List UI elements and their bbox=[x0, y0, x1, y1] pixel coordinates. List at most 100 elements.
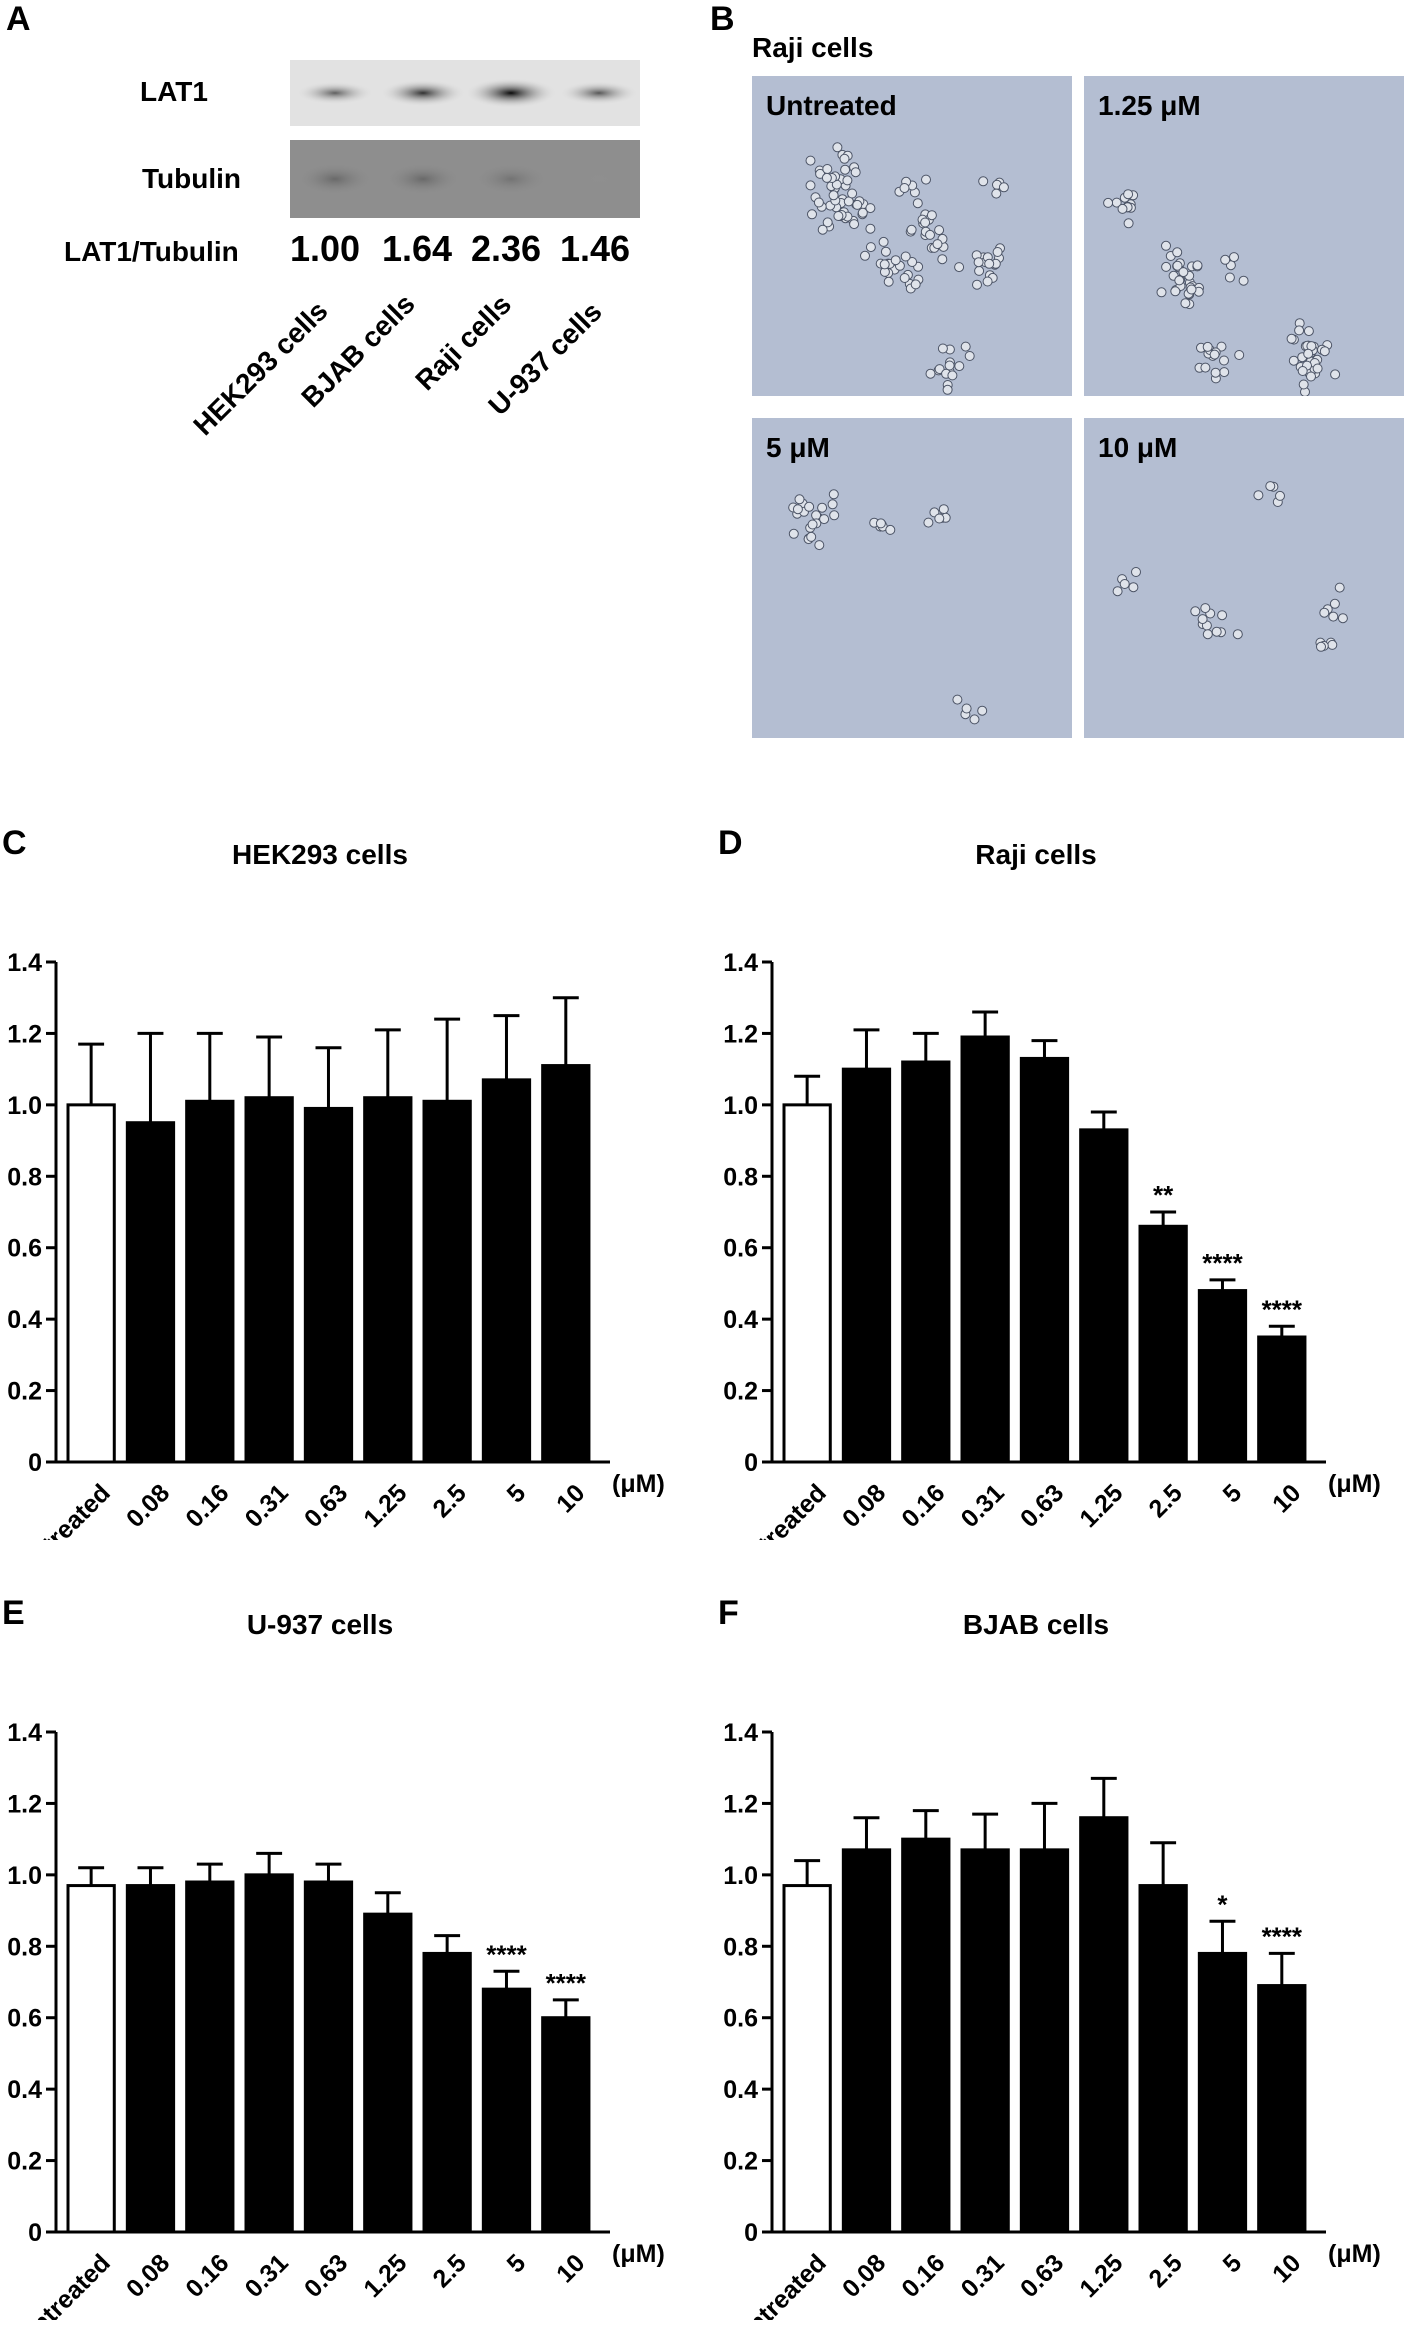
cell bbox=[794, 494, 805, 505]
bar-untreated bbox=[782, 1103, 832, 1464]
x-tick-label: 0.63 bbox=[1015, 1479, 1069, 1533]
micro-5: 5 μM bbox=[752, 418, 1072, 738]
chart-e: E U-937 cells 0 0.2 0.4 0.6 0.8 1.0 1.2 1.4 untrea… bbox=[0, 1590, 700, 2325]
bar-0.16 bbox=[185, 1880, 235, 2234]
x-unit-label: (μM) bbox=[1328, 1470, 1381, 1498]
cell bbox=[964, 351, 975, 361]
panel-letter-b: B bbox=[710, 0, 735, 38]
cell bbox=[792, 504, 803, 515]
bar-10 bbox=[1257, 1335, 1307, 1464]
chart-e-svg: E U-937 cells 0 0.2 0.4 0.6 0.8 1.0 1.2 1.4 untrea… bbox=[2, 1594, 665, 2325]
micro-label-untreated: Untreated bbox=[766, 90, 897, 121]
cell bbox=[944, 360, 955, 371]
y-tick-label: 0.6 bbox=[723, 1235, 758, 1263]
chart-title: HEK293 cells bbox=[232, 839, 408, 870]
cell bbox=[1303, 348, 1314, 359]
cell bbox=[828, 190, 839, 201]
cell bbox=[1103, 197, 1114, 208]
cell bbox=[807, 519, 818, 530]
cell bbox=[1200, 362, 1211, 373]
x-tick-label: 5 bbox=[1218, 1479, 1248, 1509]
y-tick-label: 0 bbox=[744, 2219, 758, 2247]
lat1-band-1 bbox=[380, 79, 466, 107]
x-tick-label: 10 bbox=[551, 2249, 590, 2288]
cell bbox=[865, 203, 876, 214]
bar-10 bbox=[541, 2016, 591, 2234]
cell bbox=[1286, 333, 1297, 344]
cell bbox=[969, 714, 980, 725]
cell bbox=[1232, 629, 1243, 640]
cell bbox=[822, 164, 833, 174]
bar-untreated bbox=[66, 1884, 116, 2234]
cell bbox=[813, 197, 824, 208]
micro-background bbox=[1084, 76, 1404, 396]
cell bbox=[806, 531, 817, 542]
cell bbox=[1202, 341, 1213, 352]
cell bbox=[926, 210, 937, 221]
cell bbox=[925, 229, 935, 240]
cell bbox=[1224, 272, 1235, 283]
y-tick-label: 1.4 bbox=[723, 949, 758, 977]
cell bbox=[1312, 363, 1323, 374]
chart-f: F BJAB cells 0 0.2 0.4 0.6 0.8 1.0 1.2 1.4 untreat… bbox=[716, 1590, 1416, 2325]
y-tick-label: 0.2 bbox=[7, 2148, 42, 2176]
x-tick-label: untreated bbox=[731, 1479, 831, 1540]
micro-image-10 bbox=[1084, 418, 1404, 738]
bar-5 bbox=[481, 1987, 532, 2234]
cell bbox=[1275, 490, 1285, 501]
lat1-band-3 bbox=[559, 81, 639, 105]
cell bbox=[1303, 326, 1314, 337]
cell bbox=[883, 276, 894, 287]
cell bbox=[840, 164, 851, 175]
y-tick-label: 0 bbox=[744, 1449, 758, 1477]
bar-0.31 bbox=[960, 1035, 1010, 1464]
y-tick-label: 0 bbox=[28, 1449, 42, 1477]
cell bbox=[921, 174, 931, 185]
x-unit-label: (μM) bbox=[612, 2240, 665, 2268]
y-tick-label: 1.0 bbox=[723, 1092, 758, 1120]
x-tick-label: 2.5 bbox=[1143, 2249, 1187, 2293]
cell bbox=[842, 175, 853, 186]
cell bbox=[1131, 567, 1141, 577]
bar-0.63 bbox=[303, 1880, 354, 2234]
panel-b: B Raji cells Untreated 1.25 μM 5 μM 10 μ… bbox=[710, 0, 1416, 760]
cell bbox=[1112, 586, 1123, 597]
tubulin-label: Tubulin bbox=[142, 163, 241, 194]
cell bbox=[900, 251, 911, 262]
x-tick-label: untreated bbox=[731, 2249, 831, 2320]
chart-title: U-937 cells bbox=[247, 1609, 393, 1640]
micro-untreated: Untreated bbox=[752, 76, 1072, 396]
cell bbox=[1337, 613, 1348, 624]
lane-label-hek293: HEK293 cells bbox=[187, 294, 334, 442]
x-tick-label: 0.31 bbox=[956, 1479, 1010, 1533]
chart-d: D Raji cells 0 0.2 0.4 0.6 0.8 1.0 1.2 1.4 untreat… bbox=[716, 820, 1416, 1579]
x-tick-label: 0.08 bbox=[121, 1479, 175, 1533]
cell bbox=[804, 501, 815, 512]
cell bbox=[832, 142, 843, 153]
cell bbox=[1161, 261, 1172, 272]
cell bbox=[992, 247, 1003, 257]
cell bbox=[1265, 481, 1276, 492]
chart-f-svg: F BJAB cells 0 0.2 0.4 0.6 0.8 1.0 1.2 1.4 untreat… bbox=[718, 1594, 1381, 2325]
cell bbox=[1316, 641, 1326, 652]
cell bbox=[934, 513, 945, 524]
cell bbox=[1197, 614, 1208, 625]
x-tick-label: 0.16 bbox=[180, 2249, 234, 2303]
cell bbox=[912, 198, 923, 209]
bar-2.5 bbox=[422, 1099, 472, 1464]
micro-background bbox=[752, 418, 1072, 738]
panel-letter: F bbox=[718, 1594, 739, 1632]
cell bbox=[1319, 607, 1330, 618]
bar-0.16 bbox=[901, 1060, 951, 1464]
cell bbox=[827, 499, 838, 510]
bar-0.16 bbox=[901, 1837, 951, 2234]
x-unit-label: (μM) bbox=[612, 1470, 665, 1498]
significance-mark: **** bbox=[1262, 1921, 1303, 1951]
significance-mark: **** bbox=[1262, 1294, 1303, 1324]
y-tick-label: 1.2 bbox=[723, 1790, 758, 1818]
cell bbox=[1298, 379, 1309, 390]
cell bbox=[885, 524, 896, 535]
cell bbox=[1334, 582, 1345, 593]
cell bbox=[850, 167, 861, 178]
cell bbox=[817, 502, 828, 513]
